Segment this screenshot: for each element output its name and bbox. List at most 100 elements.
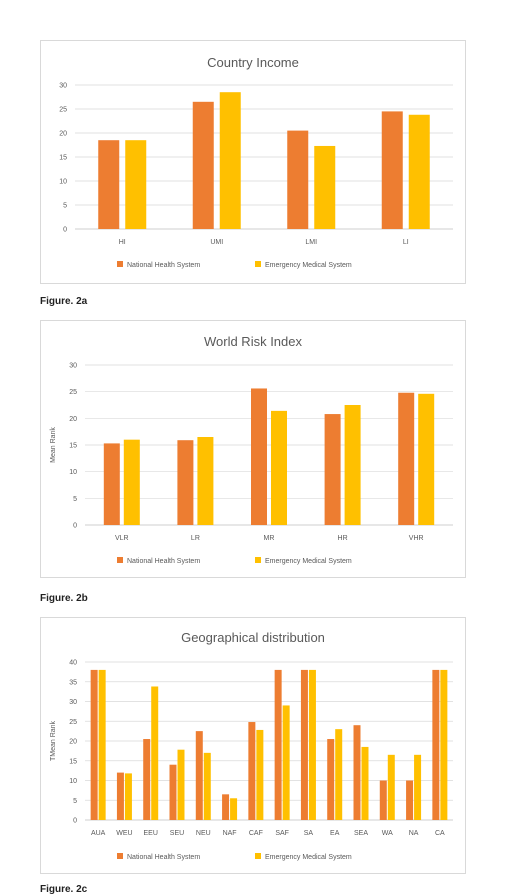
chart-panel-income: Country Income 0 5 10 15 20 25 30 HI UMI LMI LI Nati…	[40, 40, 466, 284]
bar-nhs-vhr	[398, 392, 415, 525]
x-tick-label: WEU	[116, 830, 132, 837]
bar-nhs-mr	[251, 388, 267, 525]
legend-swatch-nhs	[117, 261, 123, 267]
x-tick-label: NEU	[196, 830, 211, 837]
bar-ems-hi	[125, 140, 147, 229]
legend-label-nhs: National Health System	[127, 558, 200, 565]
bar-nhs-eeu	[143, 739, 151, 820]
bar-nhs-vlr	[103, 443, 120, 525]
bar-nhs-seu	[169, 764, 177, 820]
x-tick-label: CAF	[249, 830, 263, 837]
bar-nhs-lmi	[287, 130, 309, 229]
legend-label-nhs: National Health System	[127, 262, 200, 269]
bar-ems-ca	[440, 669, 448, 820]
bar-nhs-hi	[98, 140, 120, 229]
y-tick-label: 5	[73, 798, 77, 805]
x-tick-label: SEU	[170, 830, 184, 837]
bar-ems-seu	[177, 749, 185, 820]
x-tick-label: VLR	[115, 535, 129, 542]
y-tick-label: 15	[69, 443, 77, 450]
y-tick-label: 30	[59, 83, 67, 90]
x-tick-label: SAF	[275, 830, 289, 837]
bar-ems-li	[408, 114, 430, 229]
y-tick-label: 25	[59, 107, 67, 114]
bar-ems-sa	[308, 669, 316, 820]
bar-ems-neu	[203, 752, 211, 820]
bar-ems-hr	[344, 405, 361, 525]
legend-swatch-nhs	[117, 853, 123, 859]
bar-ems-eeu	[151, 686, 159, 820]
bar-ems-umi	[219, 92, 241, 229]
bar-ems-mr	[271, 410, 287, 525]
chart-panel-geo: Geographical distribution TMean Rank 0 5 10 1…	[40, 617, 466, 874]
chart-panel-risk: World Risk Index Mean Rank 0 5 10 15 20 25 30 VLR…	[40, 320, 466, 578]
chart-title: Geographical distribution	[181, 630, 325, 645]
y-tick-label: 0	[73, 523, 77, 530]
x-tick-label: HI	[119, 239, 126, 246]
bar-nhs-sa	[300, 669, 308, 820]
bar-ems-weu	[124, 773, 132, 820]
chart-geographical-distribution: Geographical distribution TMean Rank 0 5 10 1…	[50, 630, 453, 861]
figure-caption-2a: Figure. 2a	[40, 296, 88, 307]
bar-nhs-weu	[116, 772, 124, 820]
x-tick-label: VHR	[409, 535, 424, 542]
bar-nhs-saf	[274, 669, 282, 820]
x-tick-label: LMI	[305, 239, 317, 246]
bar-nhs-neu	[195, 731, 203, 820]
x-tick-label: WA	[382, 830, 393, 837]
legend-swatch-ems	[255, 853, 261, 859]
x-tick-label: NA	[409, 830, 419, 837]
x-tick-label: UMI	[210, 239, 223, 246]
figure-caption-2b: Figure. 2b	[40, 593, 88, 604]
legend-swatch-ems	[255, 557, 261, 563]
bar-ems-caf	[256, 729, 264, 820]
x-tick-label: MR	[264, 535, 275, 542]
bar-ems-na	[414, 754, 422, 820]
bar-ems-saf	[282, 705, 290, 820]
y-tick-label: 20	[69, 416, 77, 423]
bar-nhs-ca	[432, 669, 440, 820]
x-tick-label: SA	[304, 830, 314, 837]
y-tick-label: 10	[69, 469, 77, 476]
x-tick-label: AUA	[91, 830, 106, 837]
x-tick-label: SEA	[354, 830, 368, 837]
chart-title: Country Income	[207, 55, 299, 70]
bar-nhs-li	[381, 111, 403, 229]
bar-nhs-umi	[192, 101, 214, 229]
bar-nhs-ea	[327, 739, 335, 820]
x-tick-label: EEU	[144, 830, 158, 837]
y-tick-label: 30	[69, 699, 77, 706]
chart-title: World Risk Index	[204, 334, 303, 349]
y-tick-label: 5	[63, 203, 67, 210]
x-tick-label: HR	[338, 535, 348, 542]
bar-nhs-naf	[222, 794, 230, 820]
y-tick-label: 10	[69, 778, 77, 785]
y-tick-label: 40	[69, 660, 77, 667]
x-tick-label: EA	[330, 830, 340, 837]
chart-world-risk-index: World Risk Index Mean Rank 0 5 10 15 20 25 30 VLR…	[50, 334, 453, 565]
y-tick-label: 20	[69, 739, 77, 746]
bar-ems-lmi	[314, 145, 336, 229]
bar-ems-vlr	[123, 439, 140, 525]
bar-ems-naf	[230, 798, 238, 820]
x-tick-label: LR	[191, 535, 200, 542]
legend-label-ems: Emergency Medical System	[265, 558, 352, 565]
chart-country-income: Country Income 0 5 10 15 20 25 30 HI UMI LMI LI Nati…	[59, 55, 453, 269]
y-tick-label: 30	[69, 363, 77, 370]
bar-nhs-wa	[379, 780, 387, 820]
bar-ems-wa	[387, 754, 395, 820]
bar-nhs-lr	[177, 440, 194, 525]
bar-nhs-aua	[90, 669, 98, 820]
y-axis-label: Mean Rank	[50, 427, 57, 463]
figure-caption-2c: Figure. 2c	[40, 884, 88, 895]
y-tick-label: 0	[73, 818, 77, 825]
y-tick-label: 10	[59, 179, 67, 186]
legend-swatch-nhs	[117, 557, 123, 563]
legend-label-ems: Emergency Medical System	[265, 854, 352, 861]
y-tick-label: 25	[69, 389, 77, 396]
y-axis-label: TMean Rank	[50, 720, 57, 761]
y-tick-label: 25	[69, 719, 77, 726]
bar-ems-lr	[197, 437, 214, 525]
bar-ems-aua	[98, 669, 106, 820]
legend-swatch-ems	[255, 261, 261, 267]
